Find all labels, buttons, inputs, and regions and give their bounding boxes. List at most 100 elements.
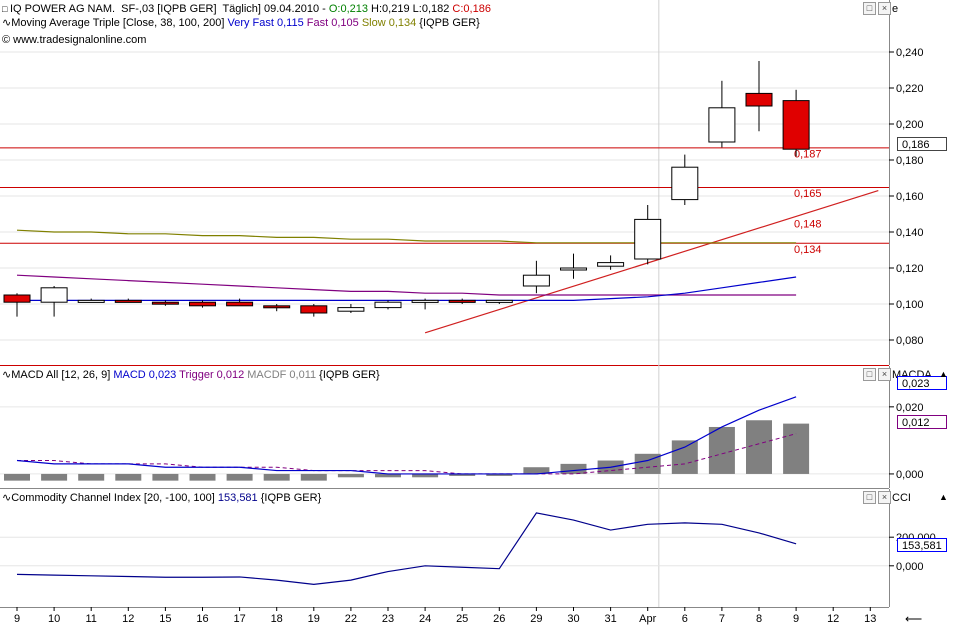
macd-histogram-bar	[560, 463, 587, 474]
macd-histogram-bar	[671, 440, 698, 474]
ma-legend: ∿Moving Average Triple [Close, 38, 100, …	[2, 17, 480, 30]
macd-histogram-bar	[300, 473, 327, 481]
maximize-pane-icon[interactable]: □	[863, 491, 876, 504]
x-axis-label: 6	[682, 613, 688, 625]
line-value-label: 0,187	[794, 148, 822, 160]
macd-axis-label: 0,000	[896, 469, 924, 481]
x-axis-label: 12	[122, 613, 134, 625]
macd-histogram-bar	[708, 426, 735, 474]
x-axis-label: 13	[864, 613, 876, 625]
x-axis-label: 16	[196, 613, 208, 625]
x-axis-label: 10	[48, 613, 60, 625]
ma-fast-value: Fast 0,105	[303, 17, 359, 29]
maximize-pane-icon[interactable]: □	[863, 2, 876, 15]
x-axis-label: 9	[14, 613, 20, 625]
macd-histogram-bar	[78, 473, 105, 481]
candle	[3, 294, 31, 303]
price-axis[interactable]	[889, 0, 957, 365]
candle	[597, 262, 625, 267]
cci-axis-title: CCI	[892, 492, 911, 504]
price-pane[interactable]	[0, 0, 889, 366]
x-axis-label: 9	[793, 613, 799, 625]
candle	[782, 100, 810, 150]
price-axis-label: 0,120	[896, 263, 924, 275]
x-axis-label: 15	[159, 613, 171, 625]
macd-pane-buttons: □ ×	[863, 368, 891, 381]
candle	[40, 287, 68, 303]
maximize-pane-icon[interactable]: □	[863, 368, 876, 381]
macd-histogram-bar	[486, 473, 513, 476]
macdf-value: MACDF 0,011	[244, 369, 317, 381]
ma-slow-value: Slow 0,134	[358, 17, 417, 29]
macd-histogram-bar	[449, 473, 476, 476]
indicator-icon: ∿	[2, 17, 12, 29]
low-value: L:0,182	[409, 3, 450, 15]
macd-histogram-bar	[4, 473, 30, 481]
x-axis-label: 22	[345, 613, 357, 625]
macd-histogram-bar	[189, 473, 216, 481]
pane-expand-icon[interactable]: ▲	[939, 369, 948, 379]
macd-histogram-bar	[41, 473, 68, 481]
price-pane-buttons: □ ×	[863, 2, 891, 15]
cci-pane[interactable]	[0, 489, 889, 608]
macd-pane[interactable]	[0, 366, 889, 489]
macd-histogram-bar	[375, 473, 401, 478]
x-axis-label: 24	[419, 613, 431, 625]
line-value-label: 0,148	[794, 219, 822, 231]
symbol-params: SF-,03 [IQPB GER] Täglich] 09.04.2010 -	[115, 3, 329, 15]
price-axis-label: 0,160	[896, 191, 924, 203]
price-axis-label: 0,080	[896, 335, 924, 347]
macd-legend: ∿MACD All [12, 26, 9] MACD 0,023 Trigger…	[2, 369, 380, 382]
candle	[300, 305, 328, 314]
scroll-arrow-icon[interactable]: ⟵	[905, 612, 923, 626]
slow-ma-line	[16, 229, 797, 244]
ma-legend-prefix: Moving Average Triple [Close, 38, 100, 2…	[11, 17, 228, 29]
ma-very-fast-value: Very Fast 0,115	[227, 17, 304, 29]
cci-legend: ∿Commodity Channel Index [20, -100, 100]…	[2, 492, 321, 505]
symbol-title: □ IQ POWER AG NAM. SF-,03 [IQPB GER] Täg…	[2, 3, 491, 15]
macd-histogram-bar	[523, 467, 550, 474]
trigger-tag: 0,012	[897, 415, 947, 429]
macd-histogram-bar	[115, 473, 142, 481]
trend-line	[424, 190, 879, 334]
candle	[114, 299, 142, 303]
candle	[263, 305, 291, 309]
candle	[560, 267, 587, 271]
candle	[634, 218, 662, 260]
candle	[151, 301, 179, 305]
x-axis-label: 19	[308, 613, 320, 625]
candle	[77, 299, 105, 303]
very-fast-ma-line	[17, 276, 797, 301]
macd-histogram-bar	[783, 423, 810, 474]
symbol-name: IQ POWER AG NAM.	[9, 3, 116, 15]
price-axis-label: 0,240	[896, 47, 924, 59]
price-axis-label: 0,220	[896, 83, 924, 95]
copyright-text: © www.tradesignalonline.com	[2, 34, 147, 46]
candle	[745, 92, 773, 107]
x-axis-label: 8	[756, 613, 762, 625]
close-pane-icon[interactable]: ×	[878, 491, 891, 504]
candle	[411, 299, 439, 303]
close-pane-icon[interactable]: ×	[878, 368, 891, 381]
price-axis-label: 0,100	[896, 299, 924, 311]
macd-histogram-bar	[152, 473, 179, 481]
macd-legend-suffix: {IQPB GER}	[316, 369, 380, 381]
price-axis-icon: e	[892, 3, 899, 15]
price-axis-label: 0,140	[896, 227, 924, 239]
close-pane-icon[interactable]: ×	[878, 2, 891, 15]
macd-histogram-bar	[746, 420, 772, 474]
cci-legend-prefix: Commodity Channel Index [20, -100, 100]	[11, 492, 218, 504]
x-axis-label: 23	[382, 613, 394, 625]
x-axis-label: 18	[271, 613, 283, 625]
candle	[374, 301, 402, 309]
candle	[189, 301, 216, 307]
candle	[522, 274, 550, 287]
x-axis-label: 11	[85, 613, 96, 625]
x-axis-label: 25	[456, 613, 468, 625]
x-axis-label: 29	[530, 613, 542, 625]
macd-tag: 0,023	[897, 376, 947, 390]
pane-expand-icon[interactable]: ▲	[939, 492, 948, 502]
trigger-value: Trigger 0,012	[176, 369, 245, 381]
cci-legend-suffix: {IQPB GER}	[257, 492, 322, 504]
